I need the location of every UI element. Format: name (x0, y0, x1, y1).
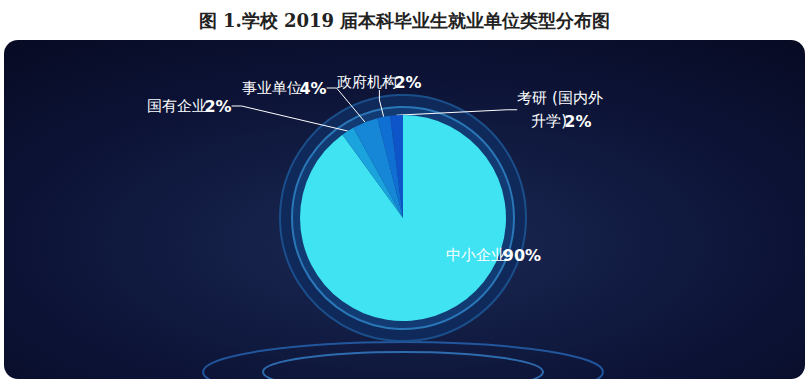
svg-text:90%: 90% (503, 246, 541, 265)
svg-text:国有企业: 国有企业 (147, 97, 207, 115)
svg-text:2%: 2% (394, 73, 421, 92)
svg-text:图 1.学校 2019 届本科毕业生就业单位类型分布图: 图 1.学校 2019 届本科毕业生就业单位类型分布图 (199, 10, 611, 31)
svg-text:2%: 2% (564, 112, 591, 131)
svg-text:2%: 2% (204, 97, 231, 116)
svg-text:4%: 4% (299, 79, 326, 98)
svg-text:政府机构: 政府机构 (337, 73, 397, 91)
svg-text:考研 (国内外: 考研 (国内外 (517, 89, 603, 107)
svg-text:升学): 升学) (531, 112, 567, 130)
svg-text:事业单位: 事业单位 (242, 79, 302, 97)
svg-text:中小企业: 中小企业 (446, 246, 506, 264)
